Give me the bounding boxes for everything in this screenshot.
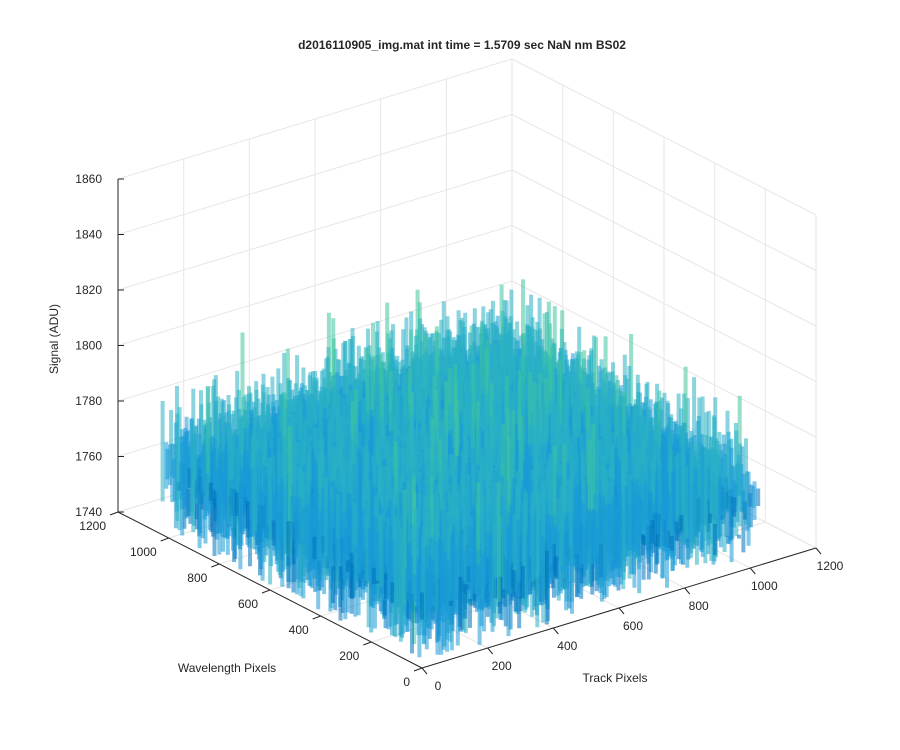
grid-line	[511, 280, 817, 438]
surface-plot	[160, 279, 761, 658]
grid-line	[511, 58, 817, 216]
grid-line	[511, 114, 817, 271]
grid-line	[117, 169, 513, 291]
grid-line	[117, 225, 513, 346]
grid-line	[117, 58, 513, 180]
grid-line	[511, 169, 817, 327]
grid-line	[117, 114, 513, 235]
grid-line	[511, 225, 817, 382]
grid-line	[117, 280, 513, 402]
